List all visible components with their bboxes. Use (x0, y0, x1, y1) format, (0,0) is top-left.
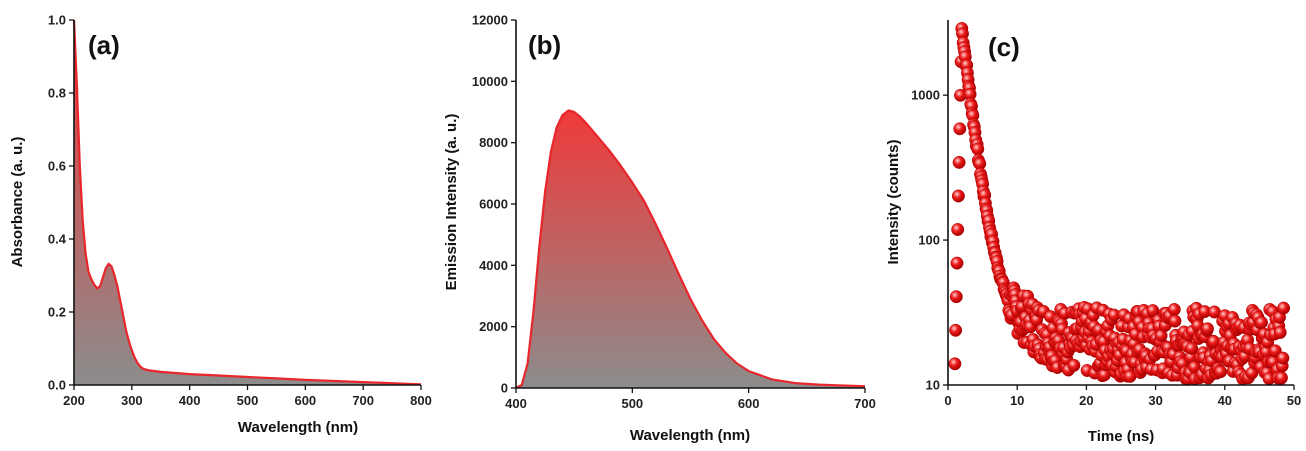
decay-point (1168, 314, 1182, 328)
decay-point (1276, 351, 1290, 365)
decay-point (1275, 371, 1288, 385)
decay-point (953, 122, 967, 136)
panel-b-x-tick-label: 600 (738, 396, 760, 411)
decay-point (949, 290, 963, 304)
decay-point (1167, 303, 1181, 316)
panel-c-label: (c) (988, 32, 1020, 62)
panel-b-x-tick-label: 700 (854, 396, 876, 411)
panel-c-axes: 0 10 20 30 40 50 10 100 1000 (911, 20, 1301, 408)
panel-a-spectrum-line (72, 19, 422, 386)
decay-point (950, 256, 964, 270)
panel-b-x-tick-label: 400 (505, 396, 527, 411)
panel-c-xlabel: Time (ns) (1088, 428, 1154, 445)
panel-b-y-tick-label: 12000 (472, 13, 508, 28)
decay-point (1201, 322, 1214, 336)
panel-b-area-fill (516, 110, 865, 388)
panel-a-xlabel: Wavelength (nm) (238, 419, 358, 436)
panel-b-label: (b) (528, 30, 561, 60)
panel-a-x-tick-label: 200 (63, 393, 85, 408)
panel-c-x-tick-label: 40 (1218, 393, 1232, 408)
panel-b-y-tick-label: 8000 (479, 135, 508, 150)
panel-a-x-tick-label: 400 (179, 393, 201, 408)
panel-b-y-tick-label: 4000 (479, 258, 508, 273)
panel-c-x-tick-label: 10 (1010, 393, 1024, 408)
panel-b-y-tick-label: 10000 (472, 74, 508, 89)
decay-point (1067, 358, 1081, 372)
panel-a-label: (a) (88, 30, 120, 60)
decay-point (1277, 301, 1291, 315)
panel-c-ylabel: Intensity (counts) (885, 139, 902, 264)
panel-b-axes: 400 500 600 700 0 2000 4000 6000 8000 10000 12000 (472, 13, 876, 412)
decay-point (948, 357, 962, 371)
decay-point (1185, 341, 1199, 355)
decay-point (1255, 316, 1268, 329)
panel-c: 0 10 20 30 40 50 10 100 1000 (c) Time (ns) Inten… (885, 20, 1301, 445)
panel-b-x-tick-label: 500 (621, 396, 643, 411)
panel-c-x-tick-label: 30 (1148, 393, 1162, 408)
panel-c-y-tick-label: 1000 (911, 88, 940, 103)
decay-point (949, 323, 963, 337)
decay-point (1273, 326, 1287, 339)
panel-c-y-tick-label: 10 (926, 378, 940, 393)
panel-a-axes: 200 300 400 500 600 700 800 0.0 0.2 0.4 0.6 0.8 1.0 (48, 13, 432, 409)
panel-a-y-tick-label: 0.6 (48, 159, 66, 174)
panel-c-x-tick-label: 0 (944, 393, 951, 408)
panel-b-marks (515, 109, 866, 389)
panel-a-ylabel: Absorbance (a. u.) (9, 137, 26, 268)
panel-b-y-tick-label: 6000 (479, 197, 508, 212)
panel-a-y-tick-label: 0.0 (48, 378, 66, 393)
decay-point (1214, 365, 1228, 379)
panel-c-x-tick-label: 20 (1079, 393, 1093, 408)
panel-a-y-tick-label: 0.4 (48, 232, 67, 247)
panel-b-xlabel: Wavelength (nm) (630, 427, 750, 444)
panel-c-y-tick-label: 100 (918, 233, 940, 248)
panel-a-y-tick-label: 0.2 (48, 305, 66, 320)
panel-a-x-tick-label: 300 (121, 393, 143, 408)
decay-point (951, 223, 965, 236)
panel-c-marks (948, 22, 1291, 385)
panel-a-marks (72, 19, 422, 386)
panel-a-area-fill (74, 20, 421, 385)
panel-a-x-tick-label: 500 (237, 393, 259, 408)
panel-c-x-tick-label: 50 (1287, 393, 1301, 408)
panel-a-x-tick-label: 800 (410, 393, 432, 408)
decay-point (971, 142, 985, 156)
panel-a-y-tick-label: 1.0 (48, 13, 66, 28)
panel-a: 200 300 400 500 600 700 8000.00.20.40.60.81.0 … (9, 13, 432, 437)
panel-b-y-tick-label: 0 (501, 381, 508, 396)
panel-b: 400 500 600 700020004000600080001000012000 … (443, 13, 876, 445)
decay-point (952, 155, 966, 169)
panel-a-y-tick-label: 0.8 (48, 86, 66, 101)
panel-b-ylabel: Emission Intensity (a. u.) (443, 114, 460, 291)
panel-a-x-tick-label: 700 (352, 393, 374, 408)
decay-point (951, 189, 965, 203)
panel-b-y-tick-label: 2000 (479, 319, 508, 334)
panel-b-spectrum-line (515, 109, 866, 389)
panel-a-x-tick-label: 600 (294, 393, 316, 408)
